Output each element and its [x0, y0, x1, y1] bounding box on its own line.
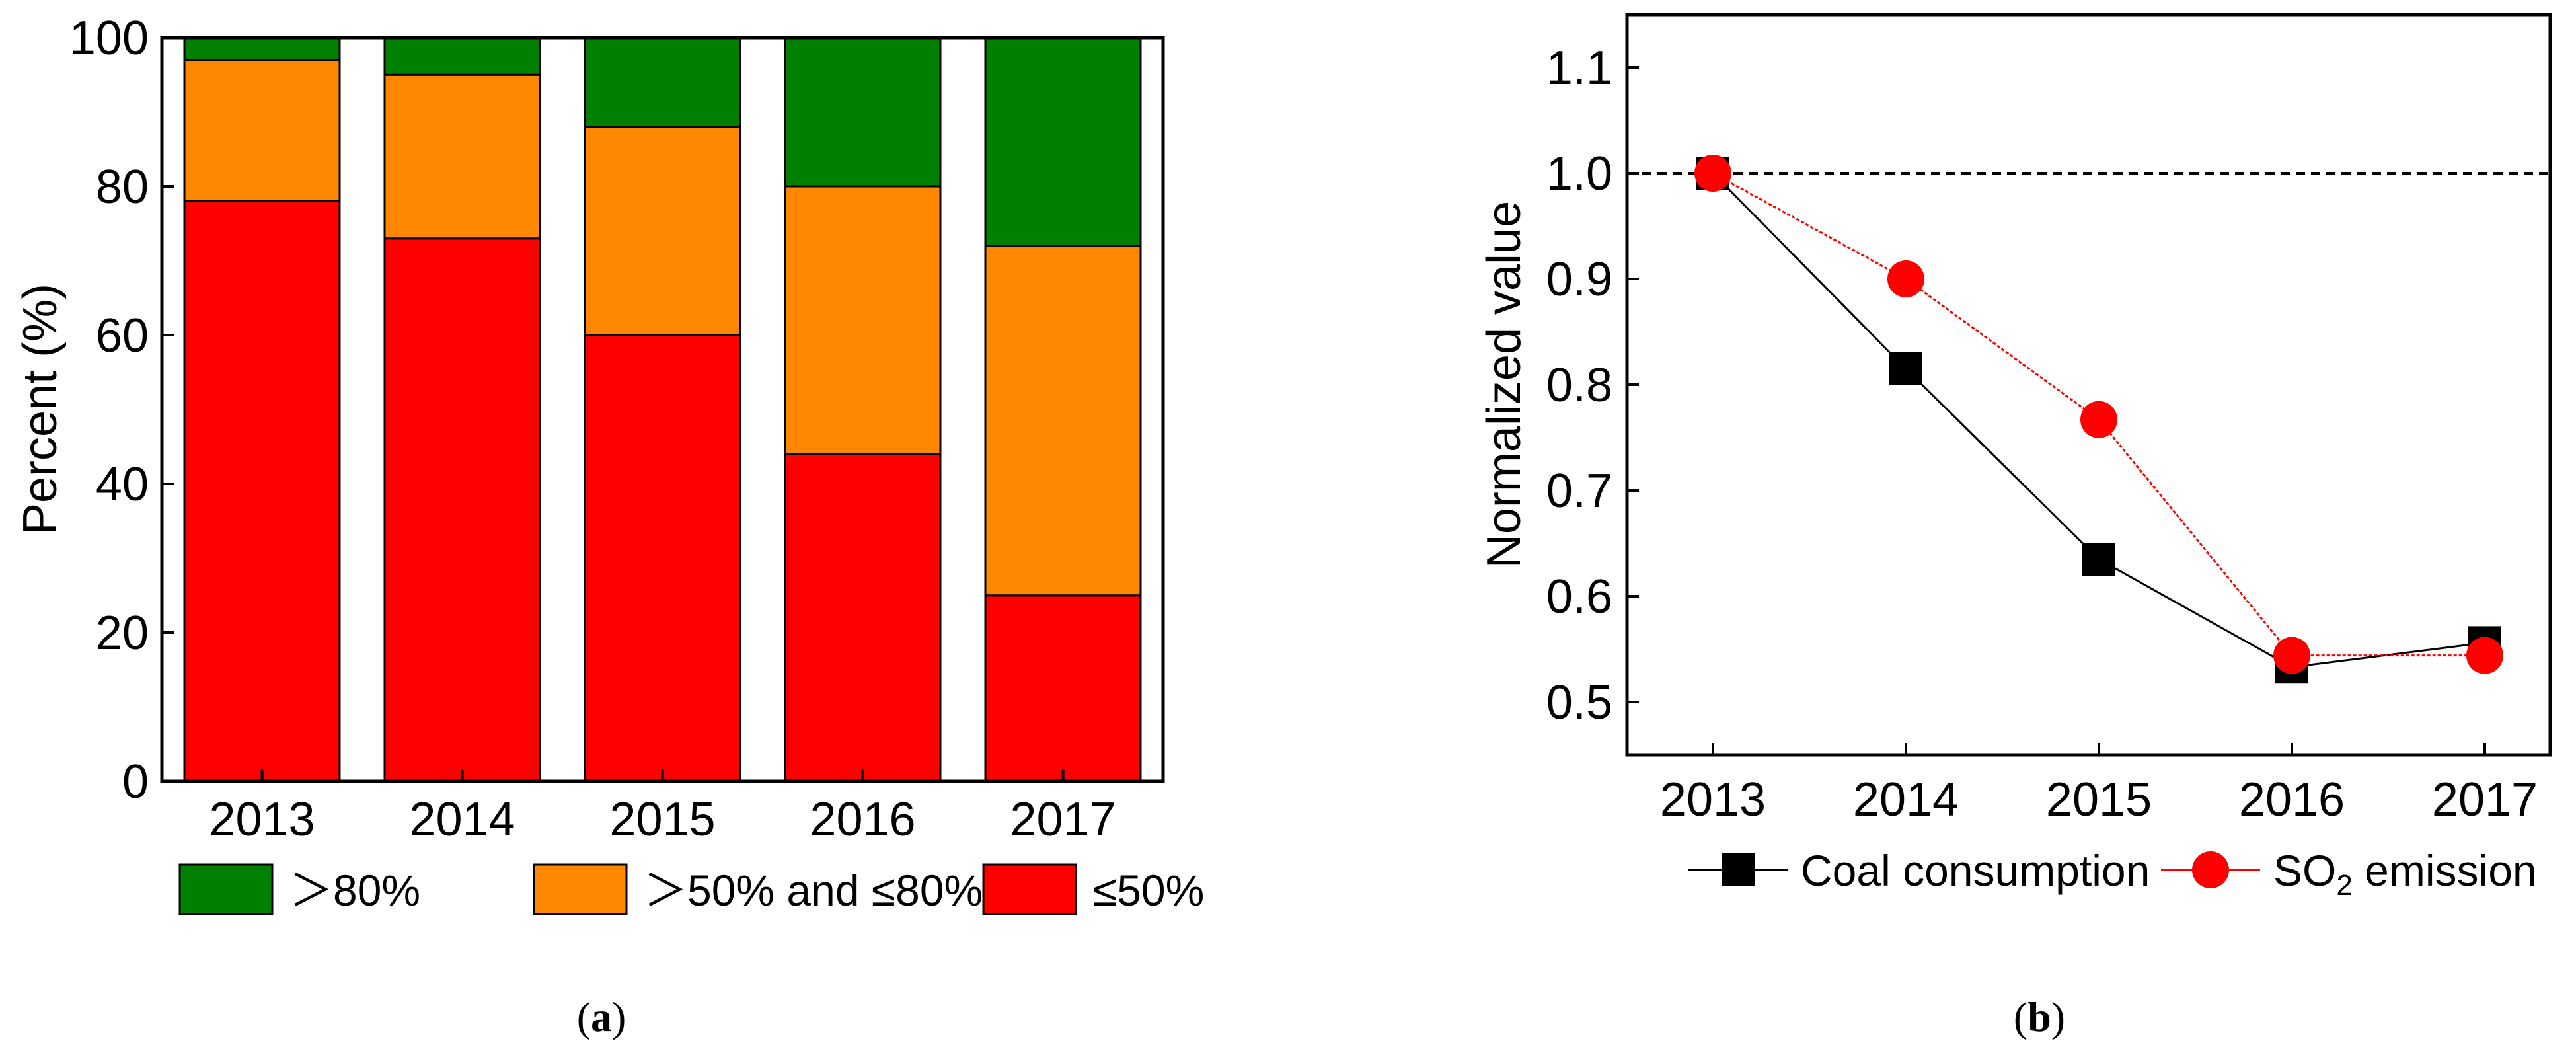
- bar-group: [183, 36, 1142, 783]
- legend-swatch: [982, 863, 1077, 915]
- x-axis-ticks: 2013 2014 2015 2016 2017: [209, 769, 1116, 846]
- series-so2-emission: [1694, 155, 2503, 674]
- y-axis-ticks: 0.5 0.6 0.7 0.8 0.9 1.0 1.1: [1546, 42, 1639, 729]
- y-tick-label: 60: [96, 309, 149, 362]
- x-tick-label: 2014: [409, 793, 515, 846]
- so2-label-text: SO: [2273, 846, 2336, 895]
- legend-label: ＞80%: [289, 866, 420, 915]
- x-tick-label: 2016: [2239, 773, 2345, 826]
- bar-2016-gt50-le80: [784, 185, 942, 455]
- x-tick-label: 2013: [209, 793, 315, 846]
- legend-swatch: [533, 863, 628, 915]
- y-tick-label: 1.1: [1546, 42, 1612, 95]
- y-tick-label: 80: [96, 161, 149, 214]
- so2-suffix: emission: [2353, 846, 2537, 895]
- bar-2016-gt-80: [784, 36, 942, 188]
- y-tick-label: 40: [96, 458, 149, 511]
- legend-marker-circle: [2192, 851, 2229, 888]
- y-axis-label: Normalized value: [1478, 201, 1531, 568]
- y-axis-label: Percent (%): [14, 284, 67, 535]
- legend-item-le-50: ≤50%: [982, 863, 1204, 915]
- panel-letter: b: [2027, 993, 2051, 1040]
- y-tick-label: 0.6: [1546, 570, 1612, 623]
- legend-item-so2-emission: SO2 emission: [2161, 846, 2537, 902]
- y-tick-label: 0.7: [1546, 465, 1612, 518]
- panel-b-line-chart: 0.50.60.70.80.91.01.1 2013 2014 2015 2016 20…: [1478, 13, 2552, 1040]
- bar-2013-gt-80: [183, 36, 341, 61]
- point-so2-emission-2017: [2466, 637, 2503, 674]
- y-axis-ticks: 0 20 40 60 80 100: [69, 12, 174, 808]
- y-tick-label: 0.9: [1546, 253, 1612, 306]
- bar-2013-gt50-le80: [183, 59, 341, 202]
- bar-2014-le-50: [383, 237, 541, 783]
- y-tick-label: 20: [96, 607, 149, 660]
- legend: ＞80% ＞50% and ≤80% ≤50%: [178, 863, 1204, 915]
- series-group: [1694, 155, 2503, 684]
- bar-2017-le-50: [984, 594, 1142, 783]
- x-tick-label: 2017: [1010, 793, 1116, 846]
- legend: Coal consumption SO2 emission: [1688, 846, 2537, 902]
- legend-item-gt50-le80: ＞50% and ≤80%: [533, 863, 983, 915]
- bar-2013-le-50: [183, 200, 341, 783]
- legend-label: SO2 emission: [2273, 846, 2537, 902]
- x-tick-label: 2017: [2432, 773, 2538, 826]
- x-tick-label: 2016: [810, 793, 915, 846]
- y-tick-label: 0.5: [1546, 676, 1612, 729]
- point-coal-consumption-2014: [1889, 352, 1922, 385]
- legend-label: ≤50%: [1093, 866, 1204, 915]
- bar-2017-gt-80: [984, 36, 1142, 247]
- legend-label: ＞50% and ≤80%: [644, 866, 983, 915]
- legend-marker-square: [1722, 853, 1755, 886]
- panel-letter: a: [591, 993, 612, 1040]
- point-coal-consumption-2015: [2082, 543, 2115, 576]
- y-tick-label: 0: [122, 756, 149, 808]
- point-so2-emission-2016: [2273, 637, 2310, 674]
- x-tick-label: 2015: [2046, 773, 2152, 826]
- line-so2-emission: [1712, 172, 2485, 657]
- y-tick-label: 100: [69, 12, 149, 65]
- plot-frame: [1625, 13, 2552, 757]
- x-tick-label: 2015: [609, 793, 715, 846]
- y-tick-label: 0.8: [1546, 359, 1612, 412]
- x-tick-label: 2014: [1853, 773, 1959, 826]
- panel-label: (a): [577, 993, 626, 1040]
- legend-label: Coal consumption: [1801, 846, 2150, 895]
- legend-item-gt-80: ＞80%: [178, 863, 420, 915]
- bar-2016-le-50: [784, 453, 942, 783]
- y-tick-label: 1.0: [1546, 147, 1612, 200]
- x-axis-ticks: 2013 2014 2015 2016 2017: [1660, 743, 2538, 826]
- x-tick-label: 2013: [1660, 773, 1766, 826]
- point-so2-emission-2015: [2080, 401, 2117, 438]
- legend-swatch: [178, 863, 274, 915]
- bar-2015-le-50: [584, 334, 741, 783]
- bar-2017-gt50-le80: [984, 245, 1142, 597]
- bar-2014-gt-80: [383, 36, 541, 76]
- so2-subscript: 2: [2336, 869, 2352, 902]
- panel-a-stacked-bar-chart: 0 20 40 60 80 100 2013 2014 2015 2016 2017 Percen…: [14, 12, 1204, 1040]
- legend-item-coal-consumption: Coal consumption: [1688, 846, 2150, 895]
- point-so2-emission-2013: [1694, 155, 1731, 192]
- bar-2015-gt-80: [584, 36, 741, 128]
- point-so2-emission-2014: [1887, 260, 1924, 297]
- bar-2014-gt50-le80: [383, 73, 541, 240]
- bar-2015-gt50-le80: [584, 126, 741, 336]
- panel-label: (b): [2014, 993, 2065, 1040]
